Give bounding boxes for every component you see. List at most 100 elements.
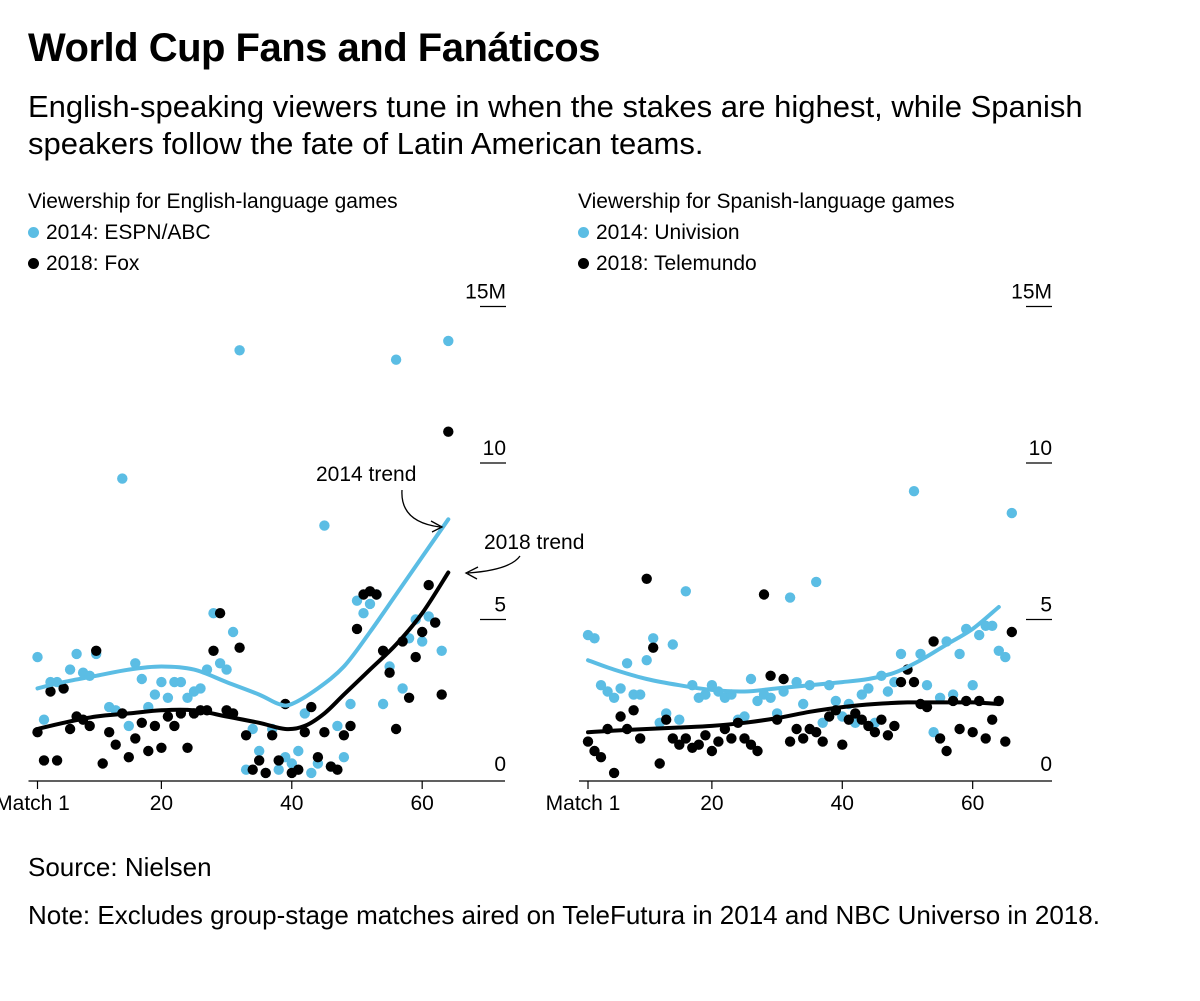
data-point-2014 [1006, 507, 1017, 519]
data-point-2018 [110, 739, 121, 750]
data-point-2014 [227, 626, 239, 638]
data-point-2014 [423, 611, 434, 622]
data-point-2018 [934, 733, 946, 744]
data-point-2018 [693, 739, 704, 750]
data-point-2018 [648, 642, 659, 653]
y-tick-label: 5 [1040, 594, 1052, 617]
data-point-2018 [980, 733, 991, 744]
data-point-2018 [837, 739, 848, 750]
data-point-2014 [436, 645, 447, 656]
data-point-2018 [758, 589, 770, 600]
y-tick-label: 15M [1011, 281, 1052, 304]
data-point-2018 [351, 623, 363, 635]
data-point-2018 [765, 670, 776, 681]
data-point-2014 [974, 629, 985, 641]
data-point-2014 [635, 689, 646, 700]
data-point-2018 [784, 736, 796, 747]
data-point-2018 [863, 720, 874, 732]
y-tick-label: 10 [483, 437, 506, 460]
data-point-2018 [726, 733, 737, 744]
data-point-2018 [371, 589, 382, 600]
data-point-2018 [680, 733, 691, 744]
data-point-2014 [745, 673, 757, 685]
chart-title: World Cup Fans and Fanáticos [28, 26, 600, 70]
trend-annotations: 2014 trend 2018 trend [316, 463, 584, 580]
data-point-2018 [390, 723, 402, 735]
chart-canvas: Match 1 20 40 60 0 5 10 15M Match 1 20 40 60 0 5 10 15… [0, 281, 1052, 815]
x-tick-label: 40 [831, 792, 854, 815]
data-point-2014 [345, 698, 356, 710]
data-point-2014 [817, 717, 828, 728]
data-point-2018 [745, 739, 757, 750]
annotation-2018-trend: 2018 trend [484, 531, 584, 554]
trend-line-2018 [35, 570, 451, 732]
y-tick-label: 0 [494, 753, 506, 776]
data-point-2018 [97, 758, 108, 769]
data-point-2018 [312, 752, 324, 763]
chart-subtitle: English-speaking viewers tune in when th… [28, 89, 1083, 161]
data-point-2018 [817, 736, 828, 747]
data-point-2018 [143, 745, 154, 757]
data-point-2014 [882, 686, 894, 697]
data-point-2014 [928, 727, 939, 738]
data-point-2018 [752, 745, 763, 757]
data-point-2018 [876, 714, 887, 725]
data-point-2014 [765, 692, 776, 703]
data-point-2014 [602, 686, 613, 697]
data-point-2014 [895, 648, 907, 660]
data-point-2014 [299, 708, 310, 719]
data-point-2018 [234, 642, 245, 653]
data-point-2018 [811, 727, 822, 738]
data-point-2014 [130, 658, 141, 669]
y-tick-label: 15M [465, 281, 506, 304]
data-point-2018 [824, 711, 835, 722]
data-point-2018 [273, 755, 284, 766]
data-point-2014 [364, 598, 376, 610]
data-point-2018 [130, 733, 141, 744]
data-point-2018 [58, 683, 69, 694]
data-point-2014 [700, 689, 711, 700]
data-point-2018 [582, 736, 594, 747]
legend-dot-2018 [578, 258, 589, 269]
data-point-2014 [234, 345, 245, 356]
data-point-2014 [987, 620, 998, 631]
y-tick-label: 5 [494, 594, 506, 617]
annotation-2014-trend: 2014 trend [316, 463, 416, 486]
data-point-2014 [338, 752, 350, 763]
data-point-2014 [64, 664, 76, 675]
spanish-panel-header: Viewership for Spanish-language games 20… [578, 186, 955, 279]
data-point-2014 [390, 354, 402, 365]
x-tick-label: 60 [411, 792, 434, 815]
data-point-2014 [136, 673, 147, 685]
data-point-2014 [798, 698, 809, 710]
data-point-2014 [286, 758, 297, 769]
data-point-2018 [45, 686, 56, 697]
data-point-2018 [104, 727, 115, 738]
data-point-2018 [254, 755, 265, 766]
data-point-2014 [71, 648, 82, 660]
x-tick-label: 20 [150, 792, 173, 815]
data-point-2014 [273, 764, 284, 775]
data-point-2018 [954, 723, 965, 735]
data-point-2014 [830, 695, 841, 707]
data-point-2018 [240, 730, 252, 741]
spanish-panel-heading: Viewership for Spanish-language games [578, 190, 955, 213]
data-point-2014 [254, 745, 265, 757]
data-point-2018 [967, 727, 978, 738]
data-point-2018 [895, 676, 907, 688]
data-point-2018 [608, 767, 620, 779]
data-point-2018 [293, 764, 304, 775]
legend-label-2014-english: 2014: ESPN/ABC [46, 221, 211, 244]
data-point-2014 [149, 689, 161, 700]
legend-item-2018-english: 2018: Fox [28, 248, 398, 279]
data-point-2018 [700, 730, 711, 741]
data-point-2014 [621, 658, 633, 669]
annotation-2018-arrow [467, 555, 521, 574]
data-point-2018 [706, 745, 718, 757]
data-point-2018 [791, 723, 802, 735]
data-point-2014 [117, 473, 128, 484]
legend-label-2014-spanish: 2014: Univision [596, 221, 740, 244]
english-chart-panel: Match 1 20 40 60 0 5 10 15M [0, 281, 506, 815]
data-point-2014 [293, 745, 304, 757]
data-point-2018 [64, 723, 76, 735]
